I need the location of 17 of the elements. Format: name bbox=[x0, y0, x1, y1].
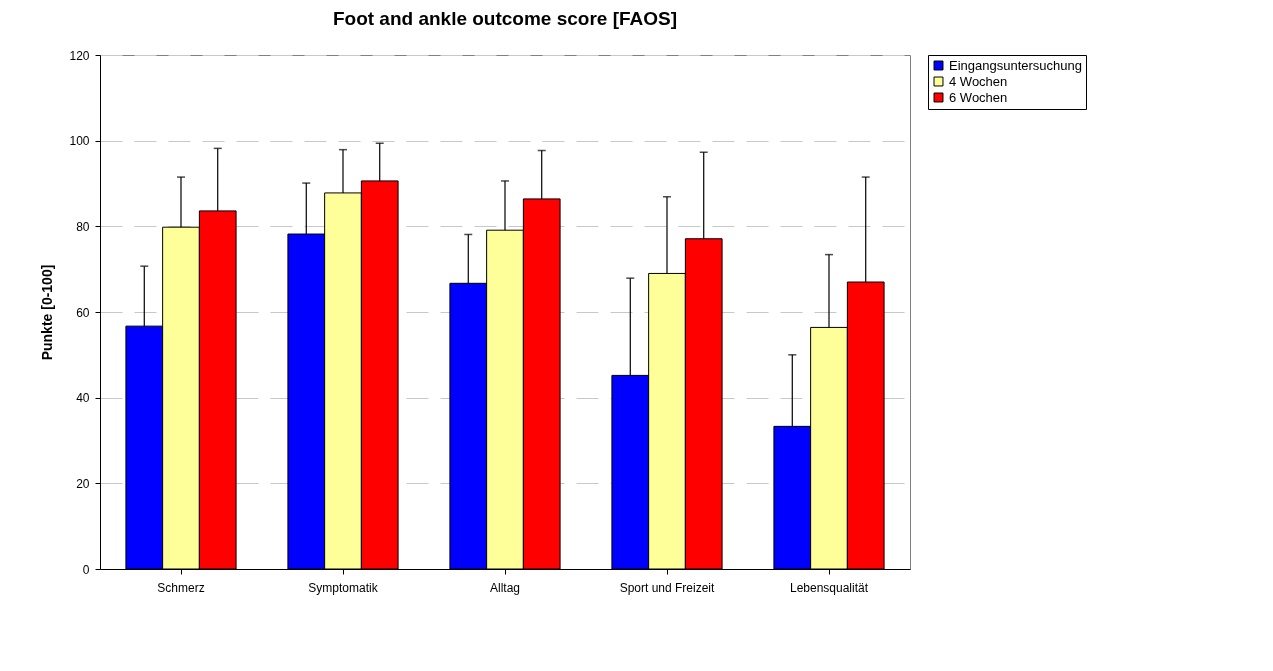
y-tick-label: 120 bbox=[69, 48, 90, 63]
y-tick-label: 60 bbox=[76, 305, 90, 320]
y-axis-title: Punkte [0-100] bbox=[39, 264, 56, 361]
chart-title: Foot and ankle outcome score [FAOS] bbox=[332, 8, 678, 29]
x-tick-label: Sport und Freizeit bbox=[619, 580, 716, 595]
y-tick-label: 80 bbox=[76, 219, 90, 234]
y-tick-label: 0 bbox=[82, 562, 90, 577]
y-tick-label: 20 bbox=[76, 476, 90, 491]
legend-label: 4 Wochen bbox=[949, 73, 1008, 89]
x-tick-label: Symptomatik bbox=[308, 580, 379, 595]
x-tick-label: Alltag bbox=[489, 580, 521, 595]
legend-label: Eingangsuntersuchung bbox=[949, 57, 1082, 73]
y-tick-label: 100 bbox=[69, 134, 90, 149]
x-tick-label: Lebensqualität bbox=[789, 580, 869, 595]
x-tick-label: Schmerz bbox=[157, 580, 205, 595]
legend-label: 6 Wochen bbox=[949, 89, 1008, 105]
y-tick-label: 40 bbox=[76, 391, 90, 406]
